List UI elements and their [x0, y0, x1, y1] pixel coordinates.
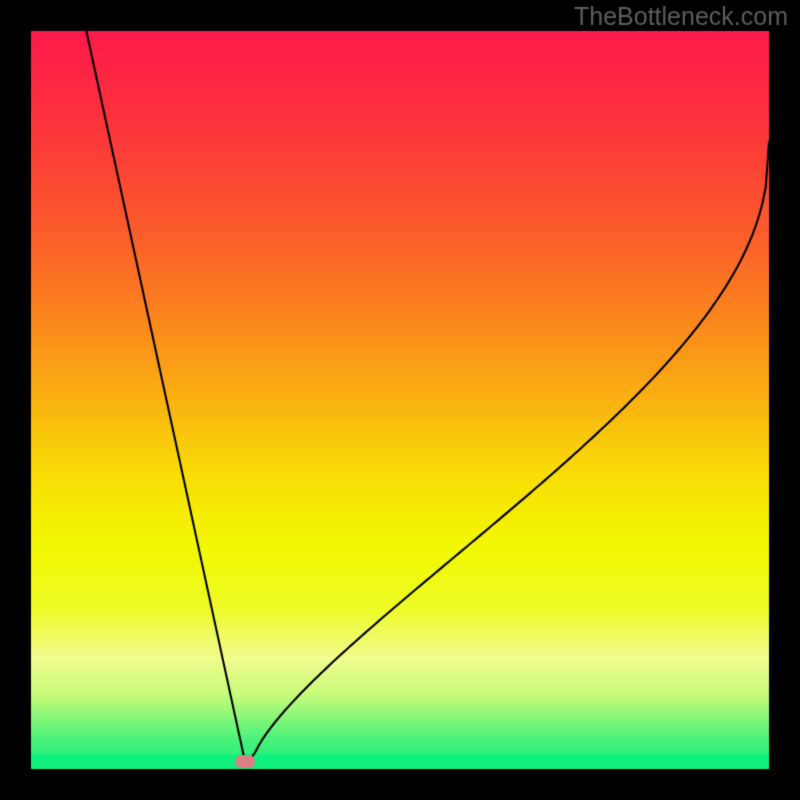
bottleneck-chart: [0, 0, 800, 800]
